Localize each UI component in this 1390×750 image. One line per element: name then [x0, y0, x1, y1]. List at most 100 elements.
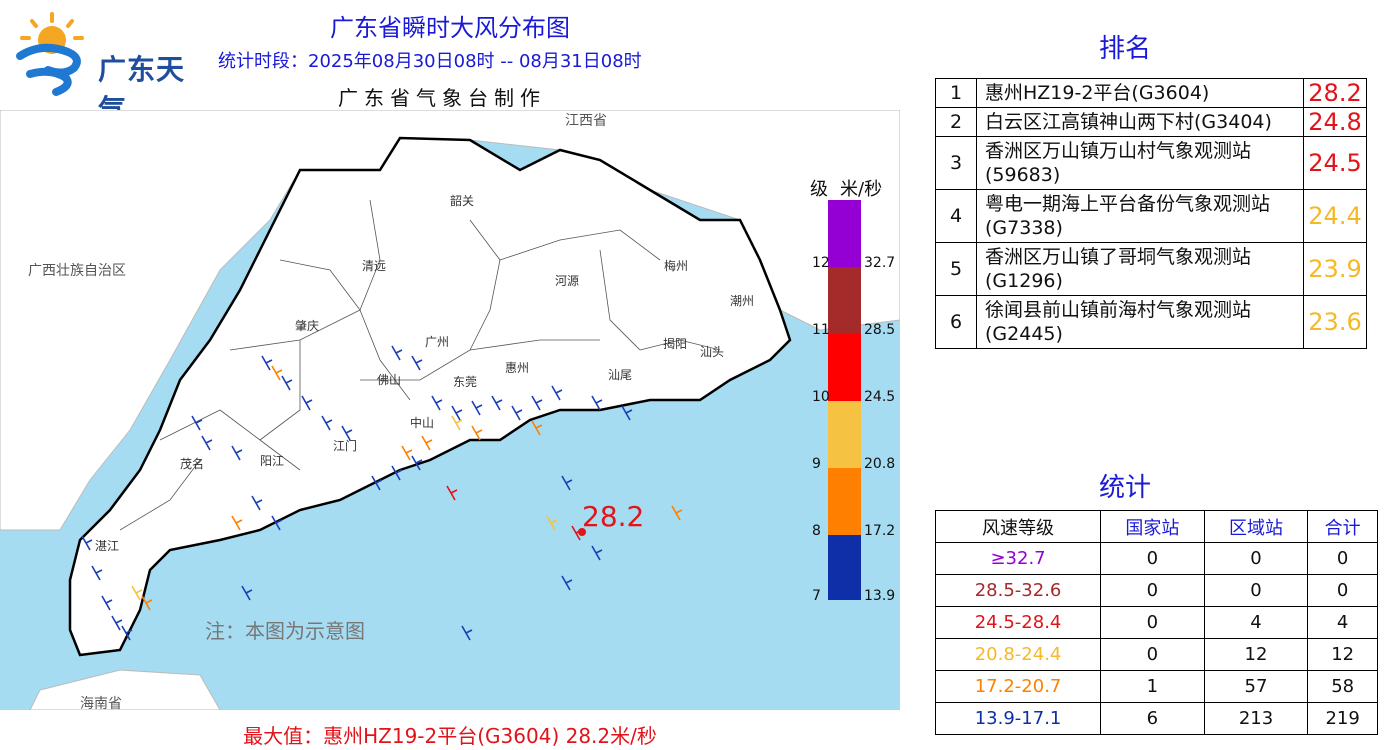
column-header: 风速等级 [934, 510, 1102, 543]
city-label: 惠州 [505, 361, 529, 375]
regional-count: 0 [1203, 574, 1309, 607]
national-count: 0 [1100, 638, 1205, 671]
city-labels: 韶关 清远 河源 梅州 潮州 肇庆 广州 惠州 揭阳 汕头 佛山 东莞 汕尾 中… [95, 193, 754, 553]
wind-value: 28.2 [1303, 78, 1367, 108]
legend-level-10: 10 [812, 389, 830, 405]
legend-value-12: 32.7 [864, 255, 895, 271]
wind-scale-legend: 级 米/秒 12 11 10 9 8 7 32.7 28.5 24.5 20.8… [810, 179, 895, 604]
national-count: 0 [1100, 574, 1205, 607]
table-row: 5 香洲区万山镇了哥垌气象观测站(G1296) 23.9 [935, 242, 1367, 296]
city-label: 东莞 [453, 375, 477, 389]
station-name: 徐闻县前山镇前海村气象观测站(G2445) [976, 295, 1304, 349]
grade-cell: 17.2-20.7 [934, 670, 1102, 703]
table-row: 3 香洲区万山镇万山村气象观测站(59683) 24.5 [935, 136, 1367, 190]
legend-level-header: 级 [810, 179, 828, 200]
statistics-period: 统计时段：2025年08月30日08时 -- 08月31日08时 [218, 51, 642, 72]
city-label: 梅州 [664, 258, 688, 273]
legend-band-9 [828, 401, 861, 468]
wind-barbs [81, 345, 683, 641]
wind-value: 23.9 [1303, 242, 1367, 296]
wind-value: 24.4 [1303, 189, 1367, 243]
city-label: 韶关 [450, 193, 474, 208]
legend-unit-header: 米/秒 [840, 179, 882, 200]
station-name: 香洲区万山镇了哥垌气象观测站(G1296) [976, 242, 1304, 296]
grade-cell: 13.9-17.1 [934, 702, 1102, 735]
table-row: ≥32.7 0 0 0 [934, 542, 1378, 575]
legend-band-12 [828, 200, 861, 267]
regional-count: 57 [1203, 670, 1309, 703]
legend-level-11: 11 [812, 322, 830, 338]
wind-value: 24.5 [1303, 136, 1367, 190]
legend-value-9: 20.8 [864, 456, 895, 472]
legend-level-8: 8 [812, 523, 821, 539]
rank-number: 6 [935, 295, 977, 349]
table-row: 20.8-24.4 0 12 12 [934, 638, 1378, 671]
city-label: 茂名 [180, 456, 204, 471]
total-count: 4 [1307, 606, 1378, 639]
map-producer: 广东省气象台制作 [338, 86, 546, 110]
grade-cell: ≥32.7 [934, 542, 1102, 575]
legend-value-8: 17.2 [864, 523, 895, 539]
max-wind-value: 28.2 [582, 500, 644, 533]
city-label: 揭阳 [663, 336, 687, 351]
table-row: 2 白云区江高镇神山两下村(G3404) 24.8 [935, 107, 1367, 137]
neighbor-label: 广西壮族自治区 [28, 263, 126, 279]
total-count: 58 [1307, 670, 1378, 703]
rank-number: 3 [935, 136, 977, 190]
rank-number: 4 [935, 189, 977, 243]
grade-cell: 28.5-32.6 [934, 574, 1102, 607]
guangdong-weather-logo: 广东天气 [12, 12, 212, 126]
neighbor-label: 海南省 [80, 696, 122, 710]
station-name: 香洲区万山镇万山村气象观测站(59683) [976, 136, 1304, 190]
station-name: 粤电一期海上平台备份气象观测站(G7338) [976, 189, 1304, 243]
table-row: 17.2-20.7 1 57 58 [934, 670, 1378, 703]
statistics-title: 统计 [1098, 473, 1151, 503]
city-label: 潮州 [730, 293, 754, 308]
station-name: 惠州HZ19-2平台(G3604) [976, 78, 1304, 108]
column-header: 国家站 [1100, 510, 1205, 543]
rank-number: 5 [935, 242, 977, 296]
column-header: 区域站 [1203, 510, 1309, 543]
neighbor-label: 江西省 [565, 113, 607, 129]
city-label: 湛江 [95, 539, 119, 553]
rank-number: 2 [935, 107, 977, 137]
national-count: 6 [1100, 702, 1205, 735]
regional-count: 4 [1203, 606, 1309, 639]
legend-value-11: 28.5 [864, 322, 895, 338]
city-label: 佛山 [377, 373, 401, 387]
legend-value-10: 24.5 [864, 389, 895, 405]
total-count: 0 [1307, 542, 1378, 575]
station-name: 白云区江高镇神山两下村(G3404) [976, 107, 1304, 137]
city-boundaries [119, 199, 721, 531]
page-title: 广东省瞬时大风分布图 [330, 14, 570, 42]
city-label: 江门 [333, 438, 357, 453]
neighbor-labels: 江西省 广西壮族自治区 海南省 [28, 113, 607, 710]
table-row: 24.5-28.4 0 4 4 [934, 606, 1378, 639]
grade-cell: 24.5-28.4 [934, 606, 1102, 639]
city-label: 河源 [555, 274, 579, 288]
table-row: 28.5-32.6 0 0 0 [934, 574, 1378, 607]
city-label: 阳江 [260, 454, 284, 468]
total-count: 12 [1307, 638, 1378, 671]
regional-count: 213 [1203, 702, 1309, 735]
city-label: 肇庆 [295, 318, 319, 333]
column-header: 合计 [1307, 510, 1378, 543]
legend-band-10 [828, 334, 861, 401]
wind-distribution-map: 28.2 韶关 清远 河源 梅州 潮州 肇庆 广州 惠州 揭阳 汕头 佛山 东莞… [0, 110, 900, 710]
regional-count: 0 [1203, 542, 1309, 575]
table-header-row: 风速等级 国家站 区域站 合计 [934, 510, 1378, 543]
wind-value: 24.8 [1303, 107, 1367, 137]
legend-value-7: 13.9 [864, 588, 895, 604]
grade-cell: 20.8-24.4 [934, 638, 1102, 671]
regional-count: 12 [1203, 638, 1309, 671]
sun-wave-icon [16, 12, 84, 96]
max-wind-marker [578, 528, 586, 536]
table-row: 4 粤电一期海上平台备份气象观测站(G7338) 24.4 [935, 189, 1367, 243]
legend-band-11 [828, 267, 861, 334]
ranking-title: 排名 [1098, 34, 1151, 64]
hainan-island [29, 669, 221, 710]
legend-band-7 [828, 535, 861, 600]
national-count: 0 [1100, 542, 1205, 575]
legend-level-7: 7 [812, 588, 821, 604]
national-count: 0 [1100, 606, 1205, 639]
